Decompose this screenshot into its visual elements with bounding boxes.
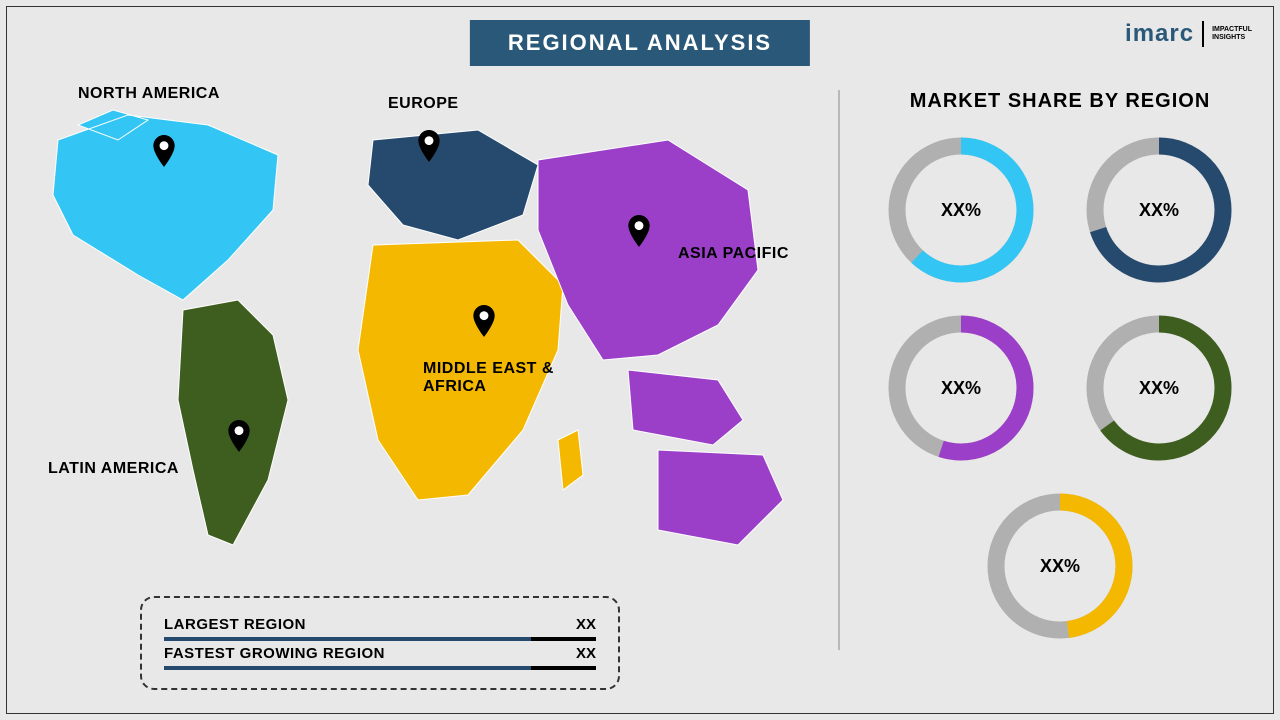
donut-4: XX% [985,491,1135,641]
map-pin-icon [418,130,440,162]
donut-value: XX% [886,135,1036,285]
logo-divider [1202,21,1204,47]
stat-value: XX [576,616,596,633]
donut-value: XX% [985,491,1135,641]
donut-value: XX% [886,313,1036,463]
stats-box: LARGEST REGION XX FASTEST GROWING REGION XX [140,596,620,690]
world-map-area: NORTH AMERICA LATIN AMERICA EUROPE MIDDLE E… [18,80,818,640]
stat-bar [164,666,596,670]
label-europe: EUROPE [388,95,459,113]
label-apac: ASIA PACIFIC [678,245,789,263]
donut-2: XX% [886,313,1036,463]
donut-3: XX% [1084,313,1234,463]
map-pin-icon [473,305,495,337]
stat-label: LARGEST REGION [164,616,306,633]
stat-row-0: LARGEST REGION XX [164,616,596,633]
share-title: MARKET SHARE BY REGION [860,90,1260,113]
label-latin_america: LATIN AMERICA [48,460,179,478]
map-pin-icon [153,135,175,167]
world-map [18,100,818,560]
vertical-divider [838,90,840,650]
stat-bar [164,637,596,641]
donut-value: XX% [1084,313,1234,463]
logo-tagline: IMPACTFUL INSIGHTS [1212,26,1252,41]
region-apac [538,140,783,545]
map-pin-icon [228,420,250,452]
market-share-panel: MARKET SHARE BY REGION XX% XX% XX% XX% XX% [860,90,1260,641]
brand-logo: imarc IMPACTFUL INSIGHTS [1125,20,1252,48]
donut-value: XX% [1084,135,1234,285]
label-mea: MIDDLE EAST & AFRICA [423,360,554,396]
donut-grid: XX% XX% XX% XX% XX% [860,135,1260,641]
stat-label: FASTEST GROWING REGION [164,645,385,662]
stat-row-1: FASTEST GROWING REGION XX [164,645,596,662]
donut-0: XX% [886,135,1036,285]
donut-1: XX% [1084,135,1234,285]
label-north_america: NORTH AMERICA [78,85,220,103]
stat-value: XX [576,645,596,662]
page-title-banner: REGIONAL ANALYSIS [470,20,810,66]
map-pin-icon [628,215,650,247]
logo-text: imarc [1125,20,1194,48]
page-title: REGIONAL ANALYSIS [508,30,772,55]
region-europe [368,130,538,240]
